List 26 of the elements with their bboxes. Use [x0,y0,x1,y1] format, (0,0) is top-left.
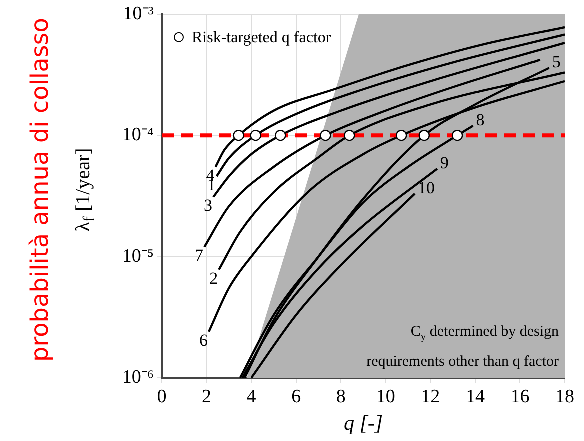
series-label: 2 [210,268,218,288]
series-label: 6 [200,330,208,350]
y-tick-label: 10⁻⁶ [122,366,154,388]
series-label: 8 [476,110,485,130]
text: probabilità annua di collasso [26,18,54,362]
x-tick-label: 0 [157,386,167,408]
y-tick-label: 10⁻⁴ [122,124,154,146]
annotation: requirements other than q factor [366,354,560,370]
x-tick-label: 14 [466,386,486,408]
x-tick-label: 16 [510,386,530,408]
legend-label: Risk-targeted q factor [192,29,332,46]
y-tick-label: 10⁻⁵ [122,246,154,267]
x-axis-title: q [-] [344,410,384,435]
y-tick-label: 10⁻³ [123,3,154,24]
x-tick-label: 6 [292,386,302,408]
x-tick-label: 12 [421,386,440,408]
series-label: 3 [204,196,212,216]
series-label: 5 [552,52,561,72]
x-tick-label: 4 [246,386,257,408]
x-tick-label: 8 [336,386,346,408]
series-label: 9 [440,153,449,172]
x-tick-label: 2 [202,386,212,408]
series-label: 7 [195,246,204,266]
x-tick-label: 18 [556,386,574,408]
x-tick-label: 10 [376,386,396,408]
series-label: 10 [418,178,435,198]
